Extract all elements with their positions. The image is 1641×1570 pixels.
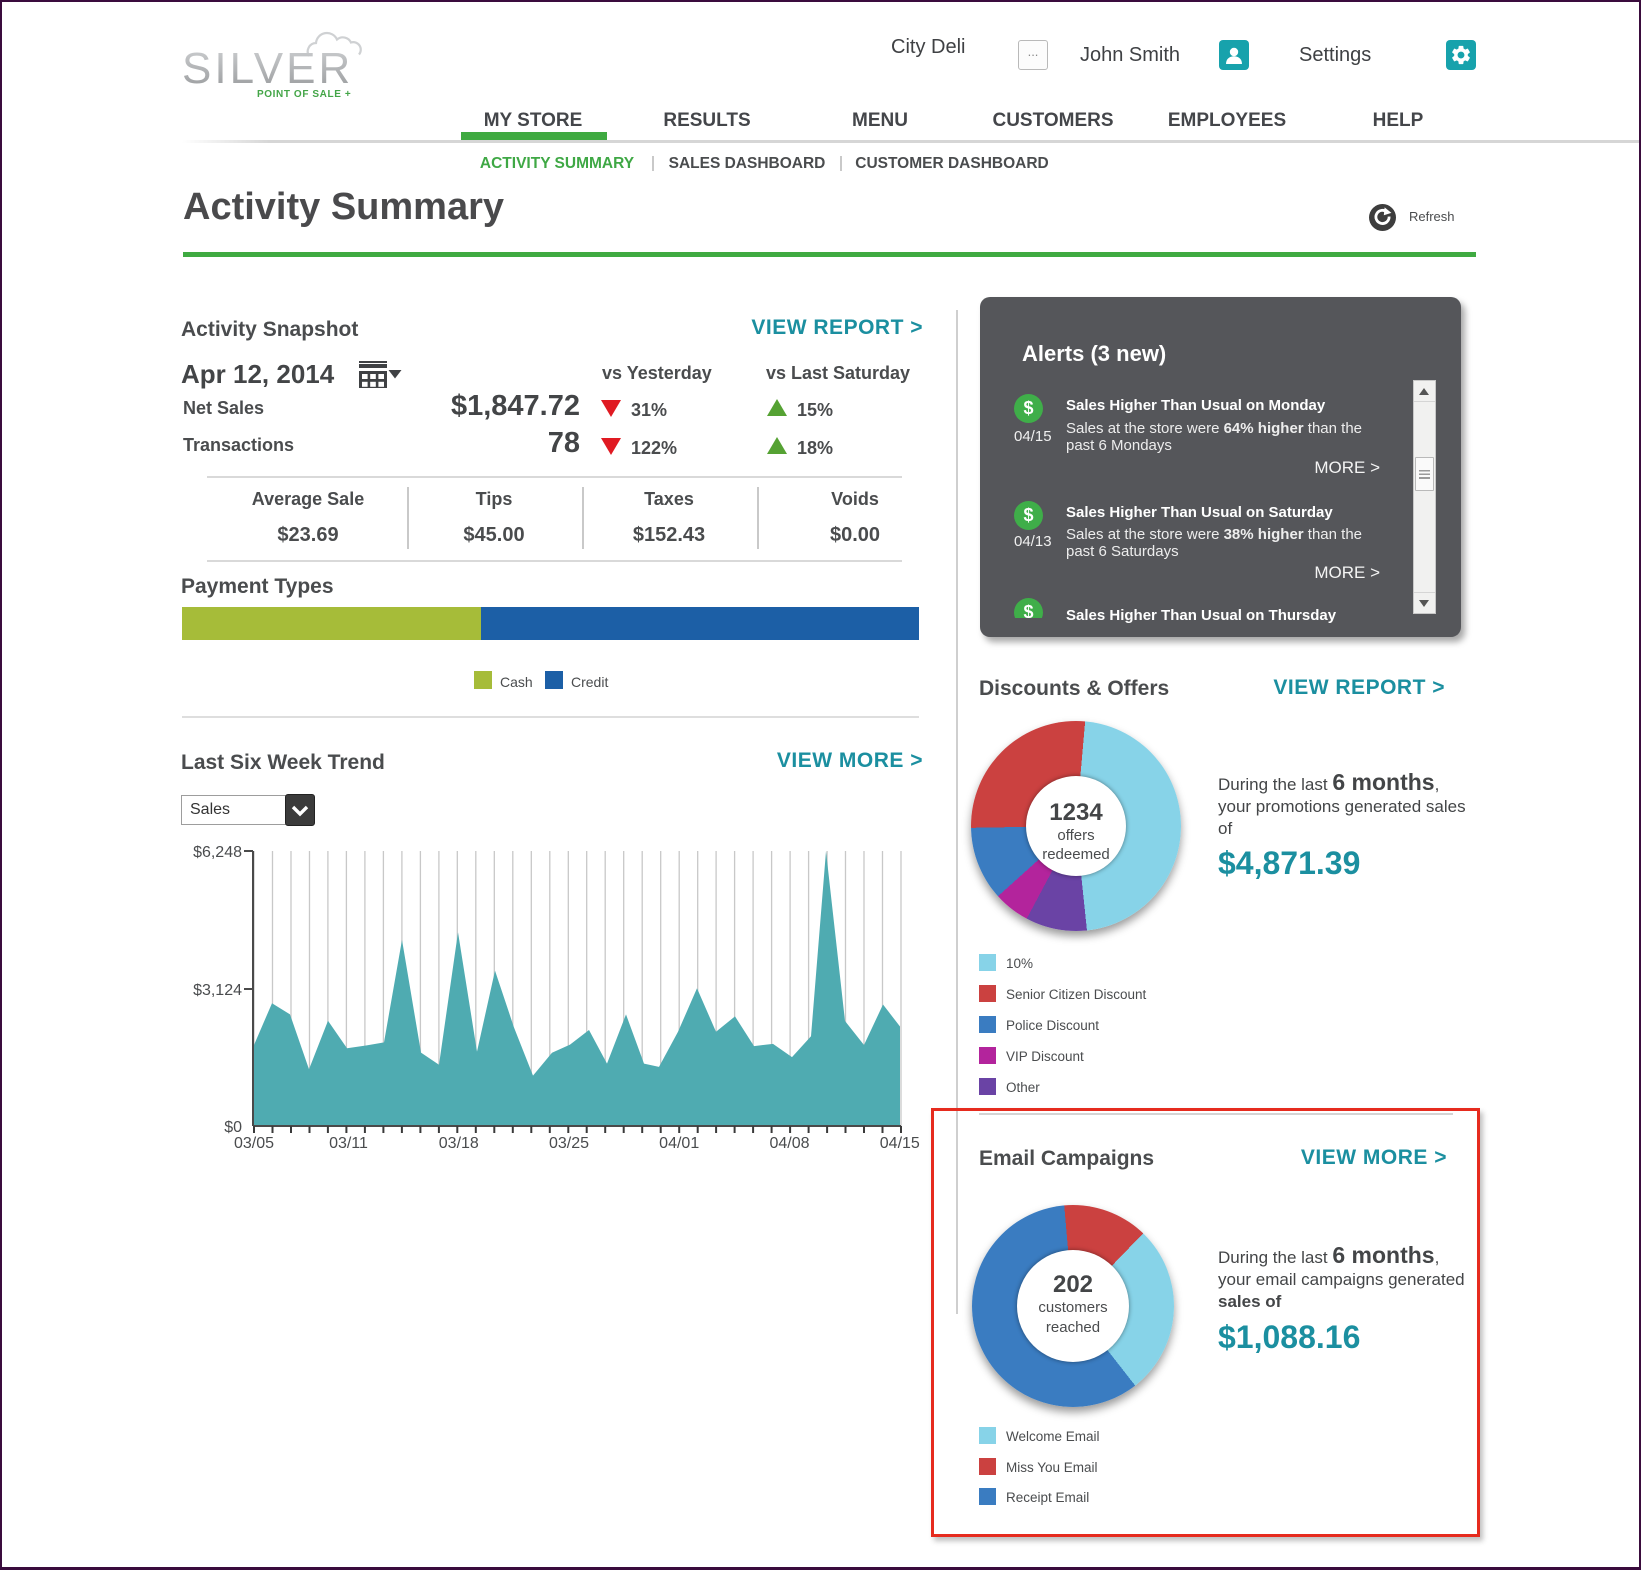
svg-text:03/05: 03/05 [234, 1135, 274, 1152]
svg-text:03/11: 03/11 [329, 1135, 368, 1152]
svg-text:04/15: 04/15 [880, 1135, 920, 1152]
svg-text:04/08: 04/08 [769, 1135, 809, 1152]
svg-text:03/25: 03/25 [549, 1135, 589, 1152]
svg-text:04/01: 04/01 [659, 1135, 699, 1152]
svg-text:03/18: 03/18 [439, 1135, 479, 1152]
svg-text:$0: $0 [224, 1119, 242, 1136]
svg-text:$6,248: $6,248 [193, 844, 242, 861]
svg-text:$3,124: $3,124 [193, 982, 242, 999]
